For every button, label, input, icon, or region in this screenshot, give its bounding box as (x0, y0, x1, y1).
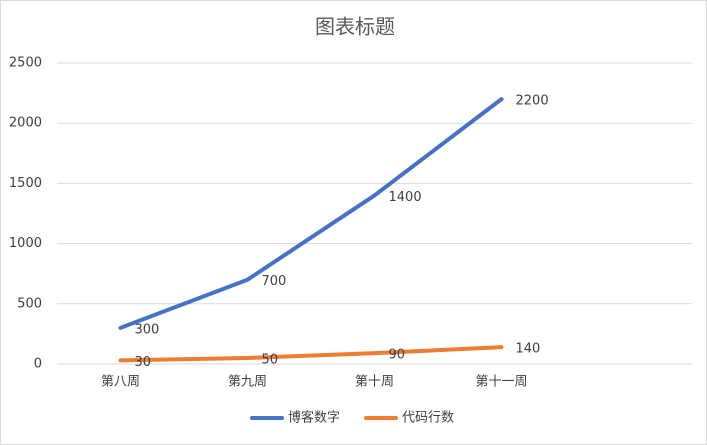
data-label: 140 (516, 342, 541, 357)
y-tick-label: 1000 (9, 236, 42, 251)
x-tick-label: 第八周 (101, 375, 140, 390)
data-label: 90 (389, 348, 406, 363)
x-tick-label: 第九周 (228, 375, 267, 390)
line-series (118, 97, 504, 330)
x-tick-label: 第十周 (355, 375, 394, 390)
chart-title: 图表标题 (315, 15, 395, 39)
data-label: 300 (135, 322, 160, 337)
y-tick-label: 2000 (9, 116, 42, 131)
legend-label: 博客数字 (288, 410, 340, 426)
data-label: 50 (262, 352, 279, 367)
data-label: 700 (262, 274, 287, 289)
y-tick-label: 0 (34, 357, 42, 372)
y-tick-label: 2500 (9, 56, 42, 71)
legend-label: 代码行数 (402, 411, 454, 426)
y-tick-label: 500 (17, 296, 42, 311)
line-series (118, 345, 504, 363)
y-tick-label: 1500 (9, 176, 42, 191)
x-tick-label: 第十一周 (475, 375, 527, 390)
data-label: 30 (135, 355, 152, 370)
data-label: 2200 (516, 94, 549, 109)
data-label: 1400 (389, 190, 422, 205)
